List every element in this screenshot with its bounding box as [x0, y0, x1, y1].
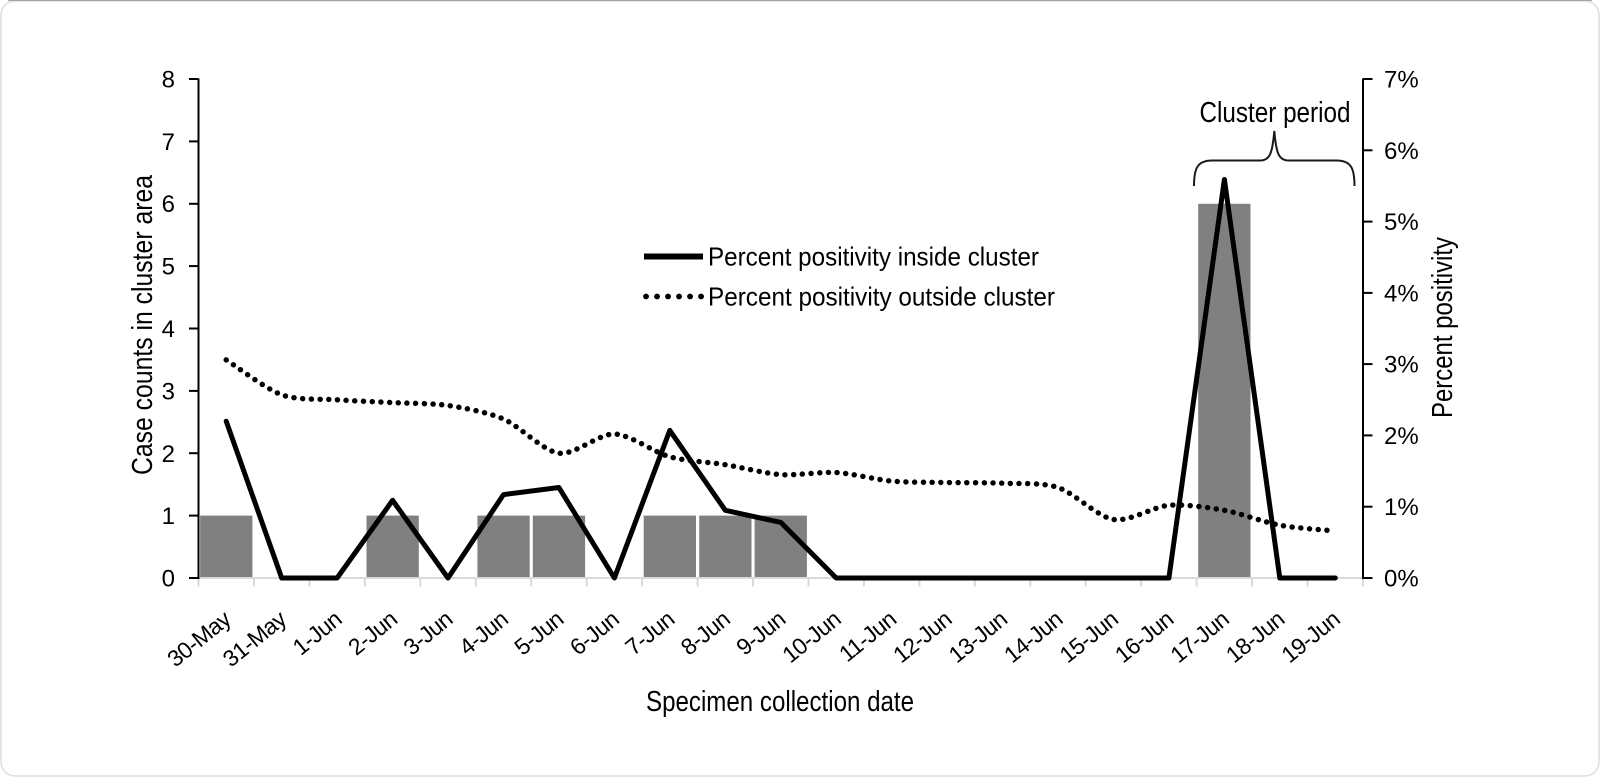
- svg-text:1: 1: [162, 503, 175, 530]
- svg-text:2: 2: [162, 441, 175, 468]
- svg-text:4%: 4%: [1384, 280, 1419, 307]
- svg-text:8: 8: [162, 67, 175, 94]
- svg-text:Case counts in cluster area: Case counts in cluster area: [127, 174, 159, 475]
- svg-text:6%: 6%: [1384, 138, 1419, 165]
- svg-text:3%: 3%: [1384, 352, 1419, 379]
- svg-text:5: 5: [162, 254, 175, 281]
- svg-text:6: 6: [162, 191, 175, 218]
- svg-text:4: 4: [162, 316, 175, 343]
- svg-text:Cluster period: Cluster period: [1200, 97, 1351, 129]
- svg-text:7: 7: [162, 129, 175, 156]
- svg-text:5%: 5%: [1384, 209, 1419, 236]
- svg-text:Percent positivity: Percent positivity: [1427, 237, 1459, 418]
- svg-text:Specimen collection date: Specimen collection date: [646, 686, 914, 718]
- svg-text:Percent positivity outside clu: Percent positivity outside cluster: [708, 282, 1055, 312]
- svg-text:0%: 0%: [1384, 566, 1419, 593]
- svg-text:1%: 1%: [1384, 494, 1419, 521]
- svg-text:3: 3: [162, 378, 175, 405]
- svg-text:7%: 7%: [1384, 67, 1419, 94]
- svg-text:2%: 2%: [1384, 423, 1419, 450]
- svg-text:Percent positivity inside clus: Percent positivity inside cluster: [708, 242, 1039, 272]
- svg-text:0: 0: [162, 566, 175, 593]
